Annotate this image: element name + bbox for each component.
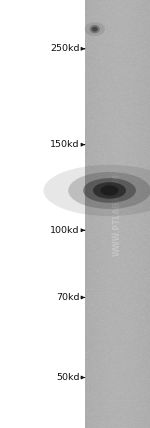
Text: 250kd: 250kd	[50, 44, 80, 54]
Text: WWW.PTLAB3.COM: WWW.PTLAB3.COM	[112, 172, 122, 256]
Bar	[85, 0, 150, 428]
Text: 70kd: 70kd	[56, 293, 80, 302]
Ellipse shape	[83, 178, 136, 203]
Ellipse shape	[92, 27, 98, 32]
Text: 50kd: 50kd	[56, 373, 80, 382]
Ellipse shape	[93, 182, 126, 199]
Ellipse shape	[44, 165, 150, 216]
Ellipse shape	[100, 185, 119, 196]
Ellipse shape	[85, 22, 105, 36]
Text: 100kd: 100kd	[50, 226, 80, 235]
Text: 150kd: 150kd	[50, 140, 80, 149]
Ellipse shape	[90, 25, 100, 33]
Ellipse shape	[68, 172, 150, 209]
